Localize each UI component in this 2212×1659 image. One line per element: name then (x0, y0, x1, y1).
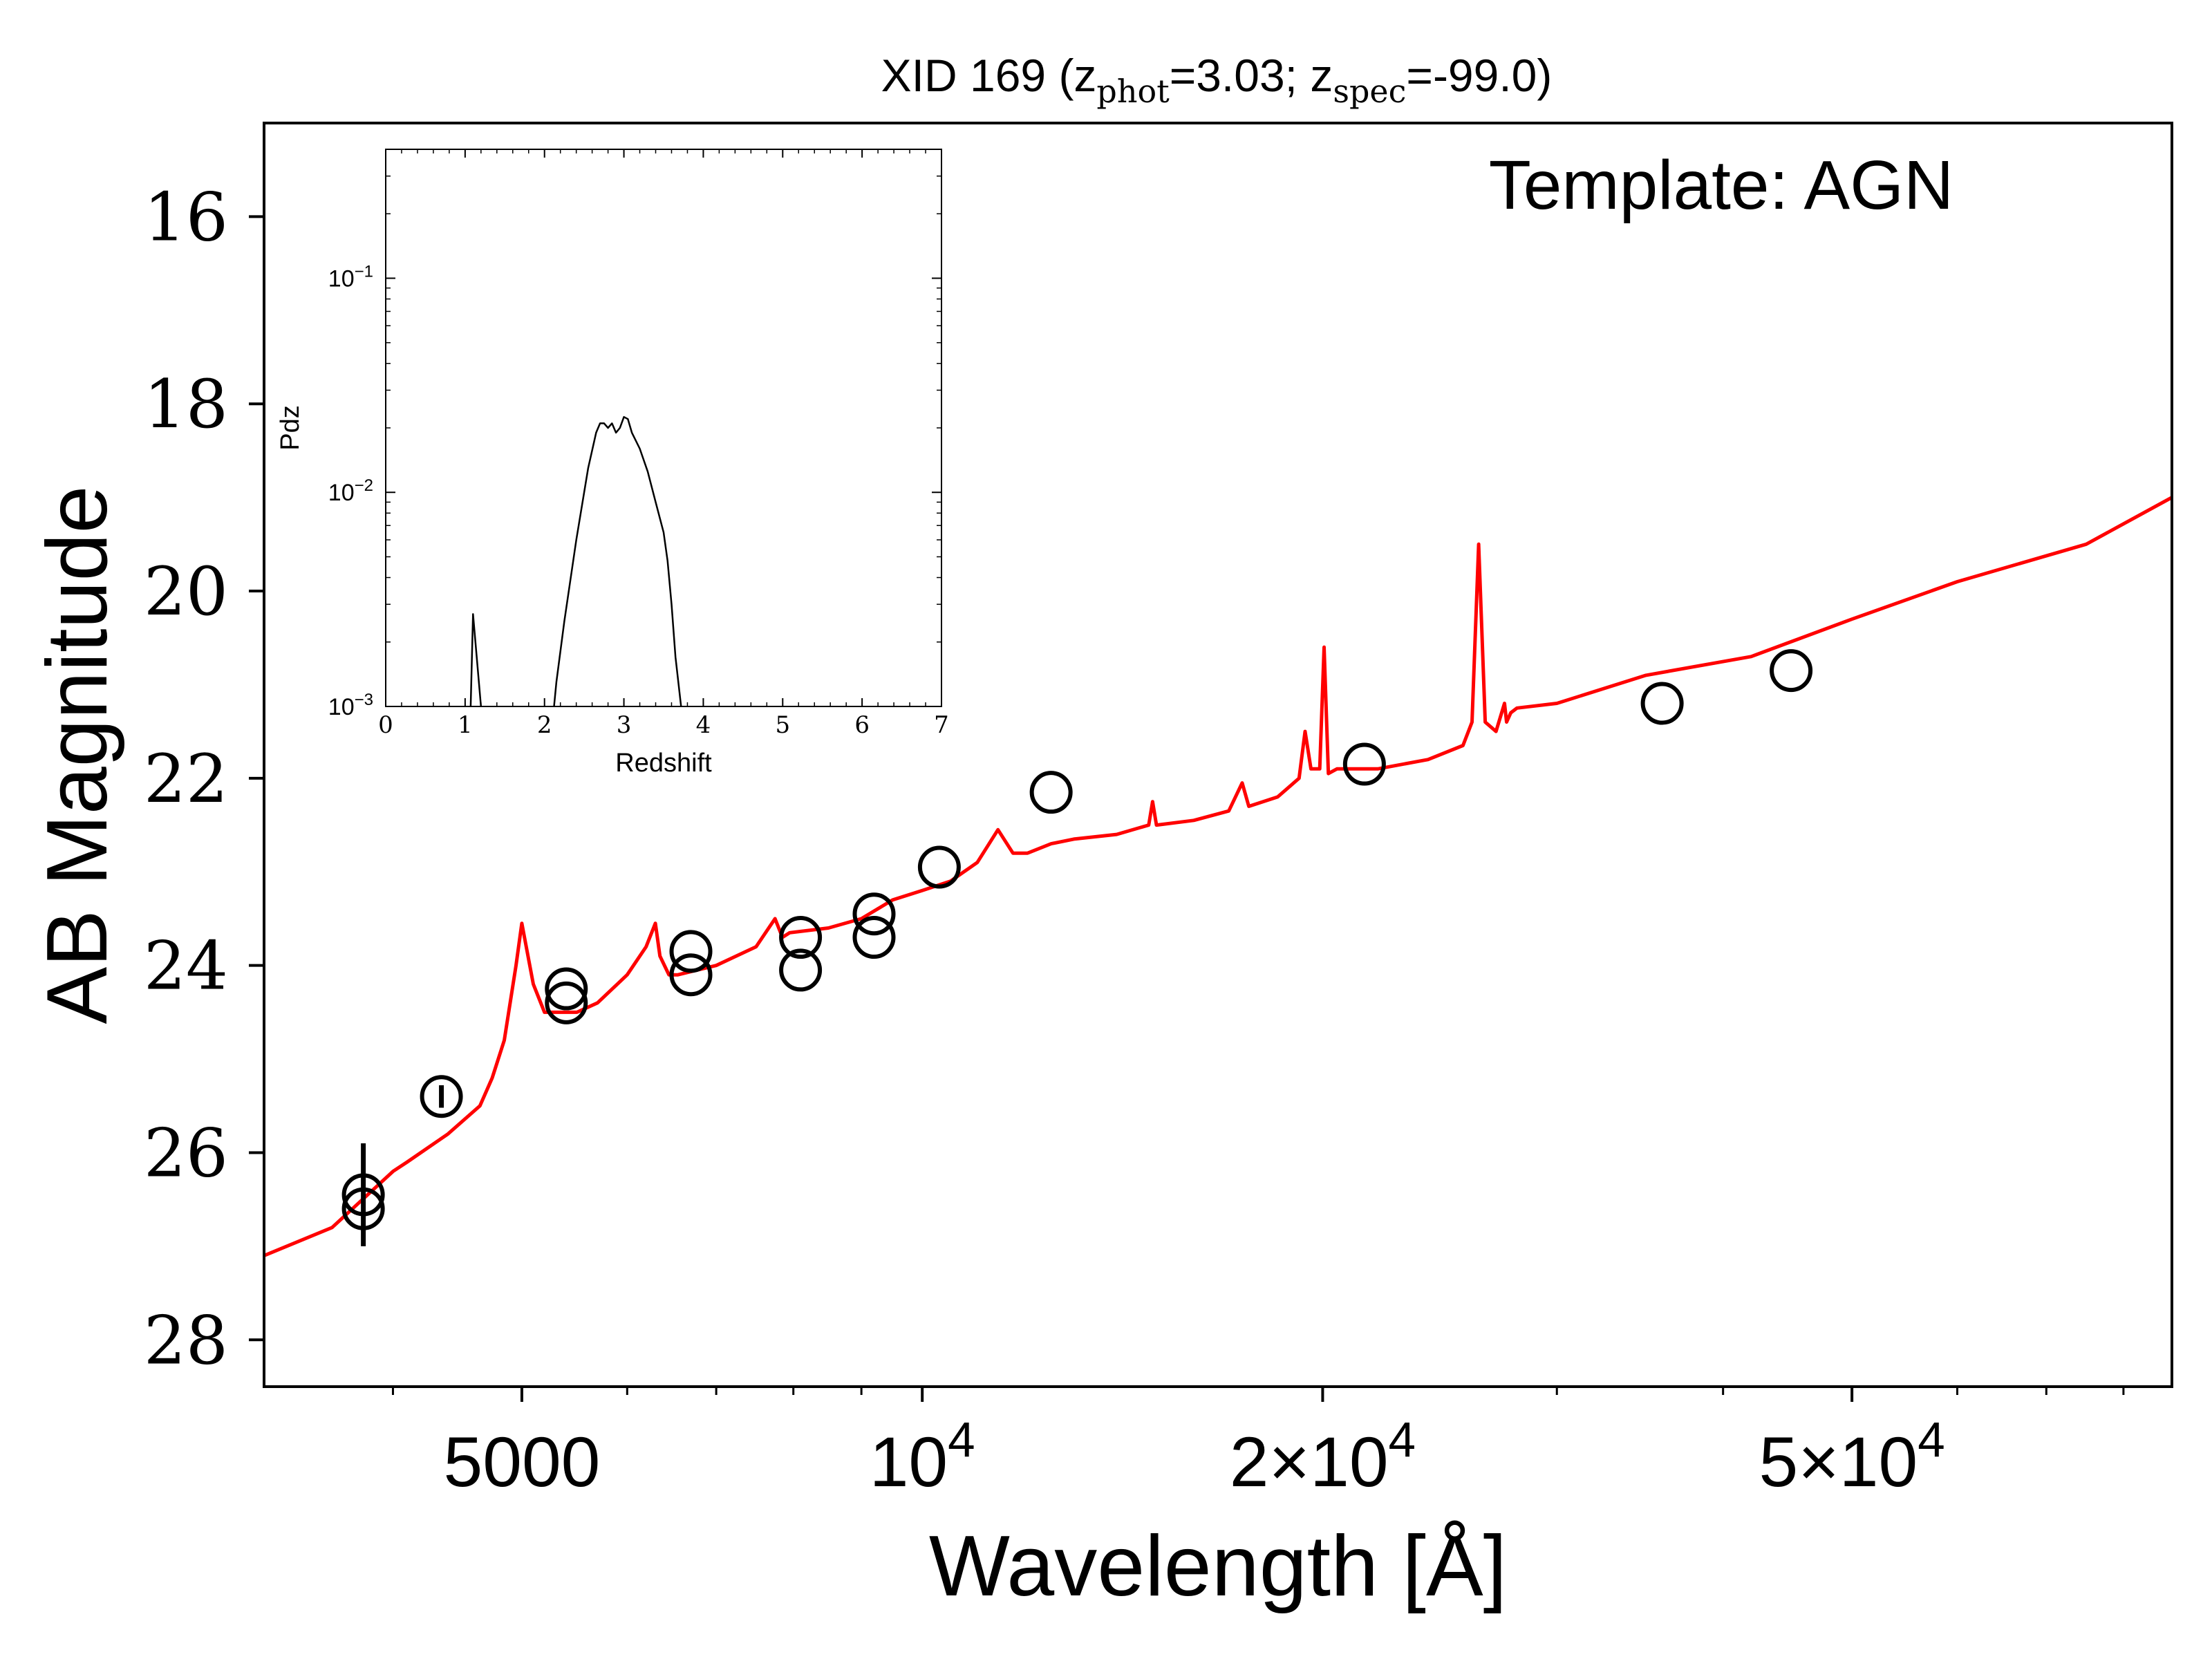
pdz-curves (469, 415, 682, 706)
photometry-point (545, 967, 588, 1011)
inset-y-axis-label: Pdz (276, 405, 305, 450)
inset-y-tick-label: 10−2 (328, 476, 373, 506)
y-tick-label: 18 (144, 366, 228, 443)
photometry-point (420, 1075, 463, 1118)
photometry-point (917, 845, 961, 889)
inset-y-tick-label: 10−3 (328, 691, 373, 720)
inset-x-tick-label: 3 (617, 711, 632, 739)
inset-x-tick-label: 7 (934, 711, 949, 739)
x-tick-label: 5000 (443, 1423, 600, 1501)
photometry-point (669, 953, 713, 997)
pdz-curve (553, 415, 682, 706)
inset-tick-labels: 0 1 2 3 4 5 6 7 10−1 10−2 10−3 (328, 262, 949, 739)
chart-title: XID 169 (zphot=3.03; zspec=-99.0) (881, 50, 1553, 110)
photometry-points (341, 649, 1813, 1246)
photometry-point (669, 930, 713, 973)
photometry-point (1029, 771, 1073, 814)
pdz-inset: 0 1 2 3 4 5 6 7 10−1 10−2 10−3 Redshift Pdz (276, 149, 949, 778)
sed-template-line (264, 496, 2172, 1257)
x-tick-label: 104 (870, 1413, 975, 1501)
x-axis-label: Wavelength [Å] (929, 1519, 1507, 1614)
photometry-point (1342, 742, 1386, 786)
inset-x-tick-label: 4 (696, 711, 711, 739)
y-tick-label: 28 (144, 1302, 228, 1379)
photometry-point (545, 981, 588, 1024)
photometry-point (341, 1187, 385, 1230)
y-tick-label: 20 (144, 553, 228, 630)
inset-x-tick-label: 6 (854, 711, 870, 739)
photometry-point (1770, 649, 1813, 693)
y-tick-label: 26 (144, 1114, 228, 1192)
x-tick-label: 5×104 (1759, 1413, 1945, 1501)
y-tick-label: 22 (144, 740, 228, 818)
main-plot-frame (263, 122, 2173, 1388)
inset-x-tick-label: 5 (775, 711, 790, 739)
inset-x-tick-label: 2 (537, 711, 552, 739)
inset-frame (385, 149, 942, 707)
y-tick-label: 24 (144, 928, 228, 1005)
pdz-curve (469, 613, 482, 706)
inset-x-tick-label: 1 (458, 711, 473, 739)
inset-background (386, 149, 941, 706)
photometry-point (341, 1173, 385, 1217)
inset-x-axis-label: Redshift (615, 749, 712, 778)
template-annotation: Template: AGN (1489, 147, 1954, 224)
photometry-point (852, 892, 896, 936)
y-tick-label: 16 (144, 178, 228, 256)
photometry-point (1640, 682, 1684, 725)
inset-y-tick-label: 10−1 (328, 262, 373, 292)
inset-x-tick-label: 0 (378, 711, 393, 739)
photometry-point (779, 948, 823, 992)
y-axis-label: AB Magnitude (30, 486, 125, 1024)
photometry-point (779, 916, 823, 959)
photometry-point (852, 916, 896, 959)
x-tick-label: 2×104 (1230, 1413, 1416, 1501)
